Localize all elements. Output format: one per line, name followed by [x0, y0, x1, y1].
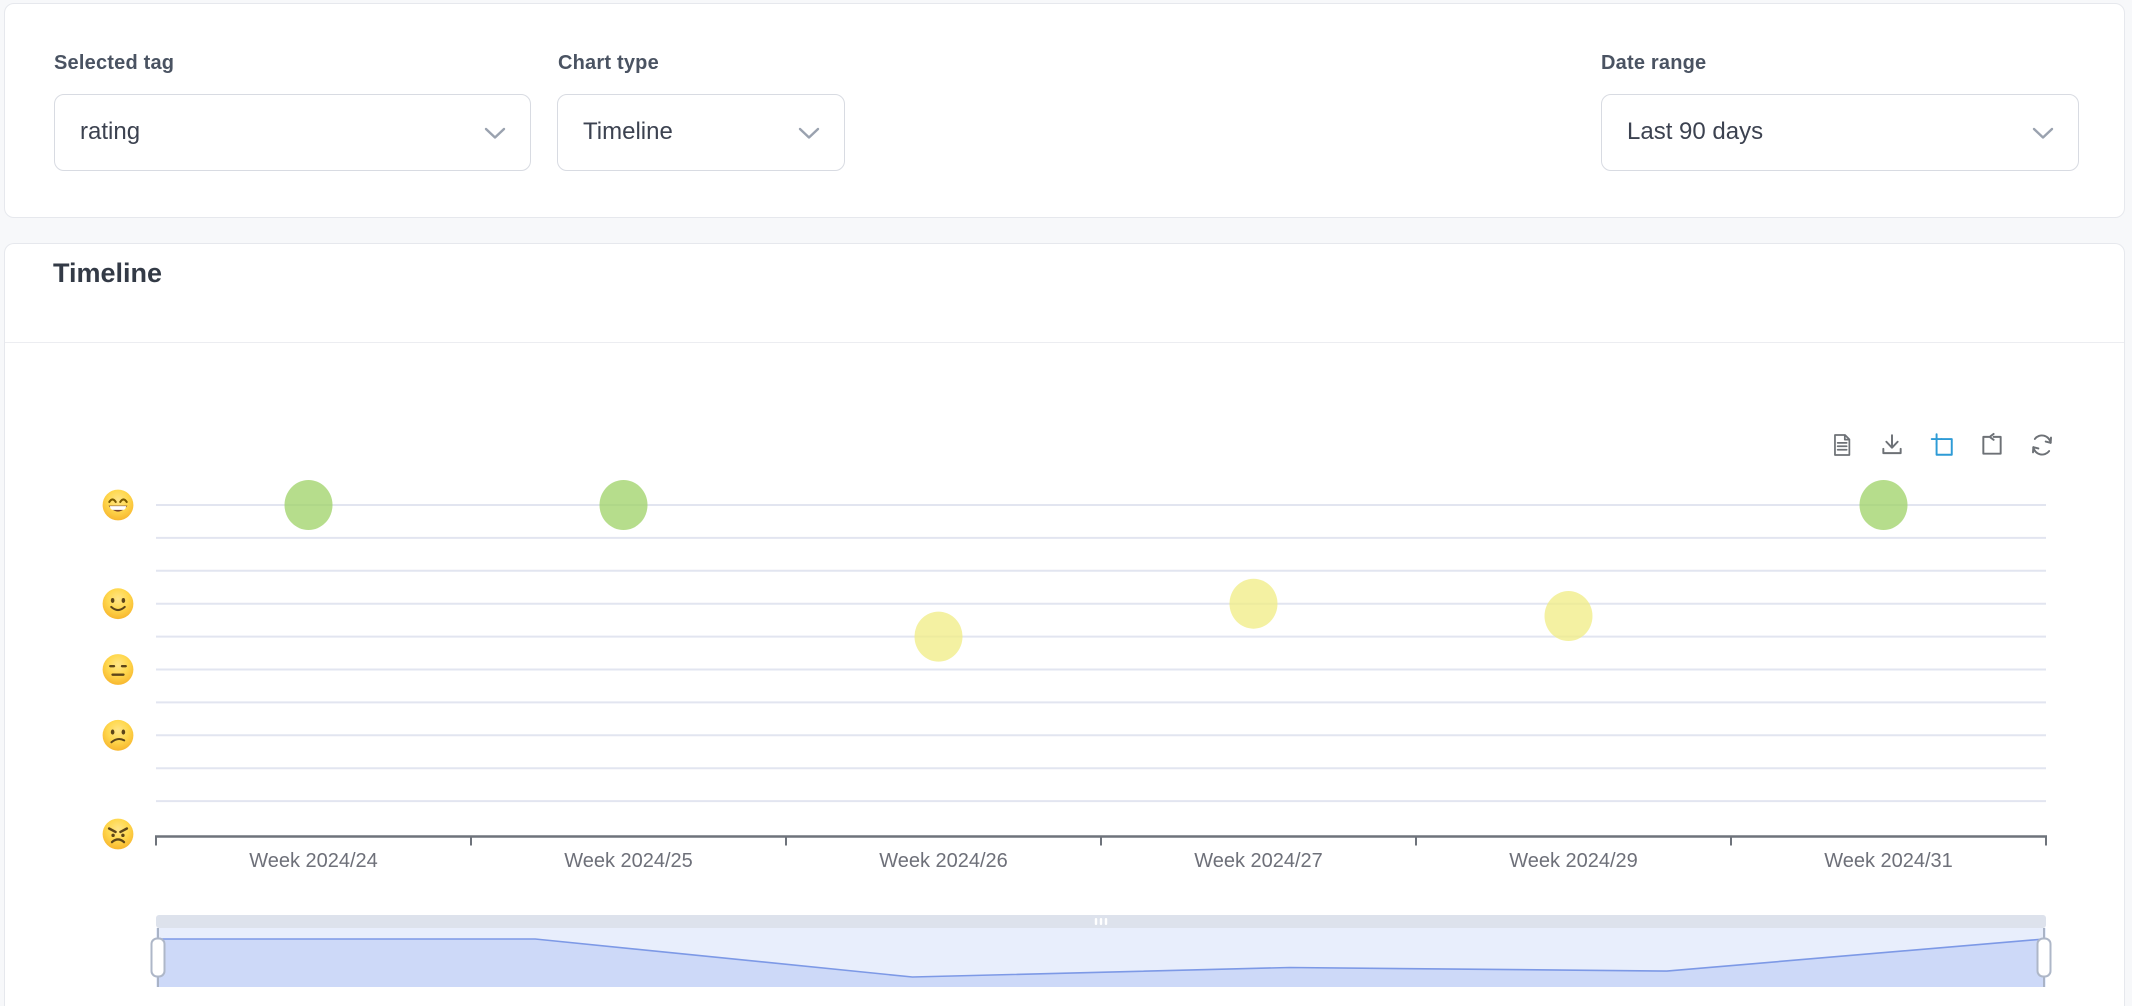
data-view-icon[interactable] — [1829, 432, 1855, 458]
filters-panel: Selected tag Chart type Date range ratin… — [4, 3, 2125, 218]
x-axis-label: Week 2024/27 — [1194, 850, 1323, 872]
data-point[interactable] — [1229, 578, 1278, 629]
y-axis-emoji-ticks — [101, 488, 135, 851]
date-range-label: Date range — [1601, 52, 1707, 74]
data-point[interactable] — [599, 480, 648, 530]
x-axis: Week 2024/24 Week 2024/25 Week 2024/26 Week… — [155, 835, 2047, 872]
chart-type-label: Chart type — [558, 52, 659, 74]
datazoom-grip-icon[interactable] — [1104, 918, 1108, 925]
date-range-value: Last 90 days — [1627, 118, 1764, 145]
restore-icon[interactable] — [2029, 432, 2055, 458]
grinning-face-icon — [101, 488, 135, 522]
x-axis-label: Week 2024/25 — [564, 850, 693, 872]
datazoom-grip-icon[interactable] — [1094, 918, 1098, 925]
datazoom-slider — [150, 915, 2052, 987]
x-axis-label: Week 2024/24 — [249, 850, 378, 872]
x-axis-label: Week 2024/26 — [879, 850, 1008, 872]
datazoom-grip-icon[interactable] — [1099, 918, 1103, 925]
datazoom-shadow-line — [158, 938, 2045, 978]
x-axis-label: Week 2024/31 — [1824, 850, 1953, 872]
timeline-panel: Timeline — [4, 243, 2125, 1006]
data-point[interactable] — [914, 611, 963, 662]
timeline-chart: Week 2024/24 Week 2024/25 Week 2024/26 Week… — [101, 480, 2052, 987]
zoom-select-icon[interactable] — [1929, 432, 1955, 458]
series-points — [284, 480, 1908, 662]
chevron-down-icon — [484, 127, 506, 139]
chart-type-select[interactable]: Timeline — [557, 94, 845, 171]
chart-type-value: Timeline — [583, 118, 673, 145]
selected-tag-value: rating — [80, 118, 141, 145]
expressionless-face-icon — [102, 654, 134, 685]
selected-tag-label: Selected tag — [54, 52, 175, 74]
datazoom-right-handle[interactable] — [2036, 937, 2052, 978]
date-range-select[interactable]: Last 90 days — [1601, 94, 2079, 171]
page-title: Timeline — [53, 258, 163, 288]
selected-tag-select[interactable]: rating — [54, 94, 531, 171]
chevron-down-icon — [798, 127, 820, 139]
confused-face-icon — [101, 718, 135, 752]
angry-face-icon — [101, 817, 135, 851]
gridlines — [156, 504, 2046, 803]
datazoom-left-handle[interactable] — [150, 937, 166, 978]
data-point[interactable] — [284, 480, 333, 530]
zoom-reset-icon[interactable] — [1979, 432, 2005, 458]
x-axis-label: Week 2024/29 — [1509, 850, 1638, 872]
divider — [5, 342, 2124, 343]
datazoom-shadow-area — [158, 939, 2044, 987]
data-point[interactable] — [1859, 480, 1908, 530]
chart-toolbar — [1829, 432, 2055, 458]
slightly-smiling-face-icon — [101, 587, 135, 621]
data-point[interactable] — [1544, 591, 1593, 642]
chevron-down-icon — [2032, 127, 2054, 139]
save-as-image-icon[interactable] — [1879, 432, 1905, 458]
